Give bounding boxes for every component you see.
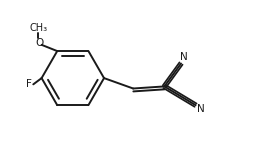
Text: CH₃: CH₃ xyxy=(29,23,47,33)
Text: O: O xyxy=(35,38,44,48)
Text: N: N xyxy=(197,104,205,114)
Text: F: F xyxy=(26,79,32,89)
Text: N: N xyxy=(180,52,188,62)
